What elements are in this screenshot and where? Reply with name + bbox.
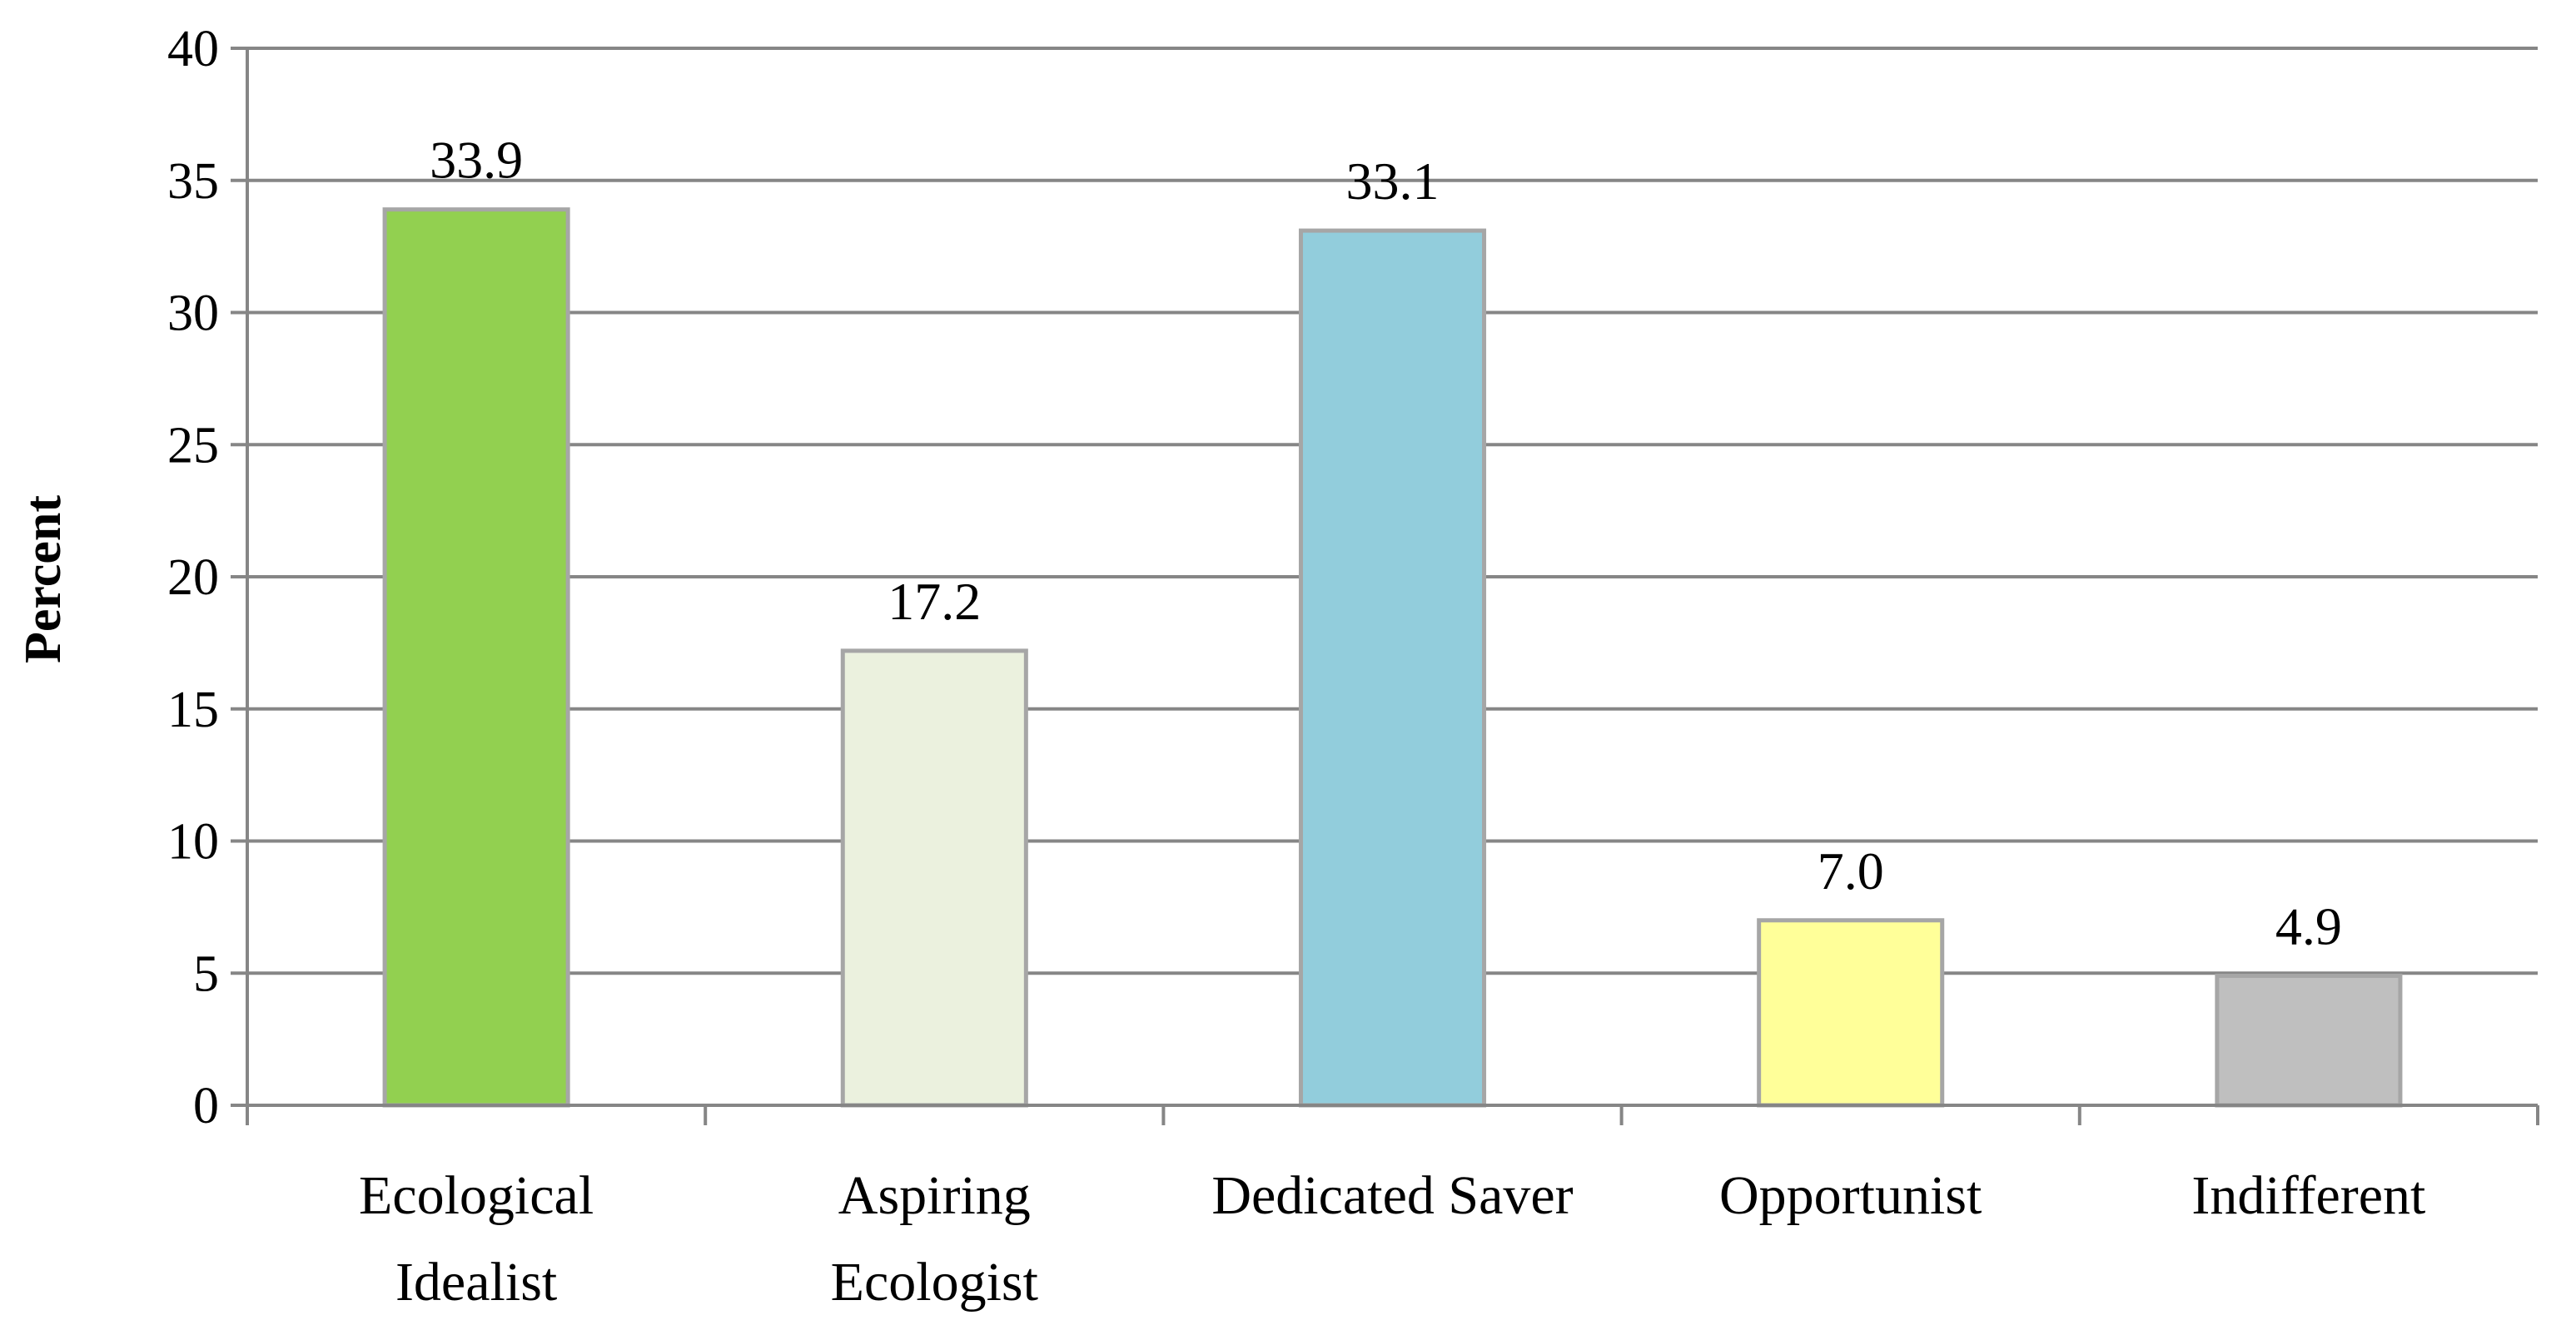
bar-0 (382, 207, 570, 1108)
y-tick-label: 35 (167, 153, 219, 210)
category-label-1: Aspiring (838, 1165, 1031, 1226)
category-label-0: Idealist (395, 1252, 557, 1313)
data-label-2: 33.1 (1346, 151, 1440, 211)
category-label-4: Indifferent (2191, 1165, 2425, 1226)
y-tick-label: 25 (167, 417, 219, 474)
data-label-0: 33.9 (430, 131, 523, 190)
y-tick-label: 0 (193, 1078, 219, 1134)
y-tick-label: 10 (167, 814, 219, 871)
y-tick-label: 5 (193, 945, 219, 1002)
data-label-3: 7.0 (1818, 841, 1884, 901)
bar-1 (840, 648, 1028, 1108)
labels: 0 5 10 15 20 25 30 35 40 33.9 Ecological Idealist 17… (167, 21, 2425, 1313)
category-label-2: Dedicated Saver (1211, 1165, 1573, 1226)
category-label-3: Opportunist (1719, 1165, 1982, 1226)
y-tick-label: 30 (167, 285, 219, 342)
bar-3 (1757, 918, 1945, 1108)
y-axis-title: Percent (15, 495, 72, 663)
y-tick-label: 20 (167, 549, 219, 606)
data-label-1: 17.2 (888, 572, 981, 631)
bar-2 (1298, 228, 1487, 1108)
category-label-1: Ecologist (831, 1252, 1038, 1313)
axes (231, 47, 2539, 1125)
bar-4 (2215, 973, 2403, 1108)
y-tick-label: 15 (167, 682, 219, 738)
data-label-4: 4.9 (2275, 896, 2342, 955)
y-tick-label: 40 (167, 21, 219, 77)
category-label-0: Ecological (359, 1165, 594, 1226)
bars (382, 207, 2403, 1108)
